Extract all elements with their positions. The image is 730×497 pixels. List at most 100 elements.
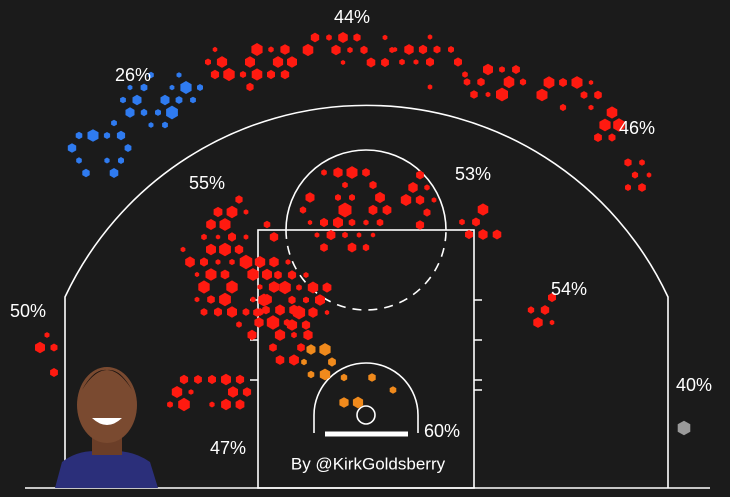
hex <box>169 84 175 91</box>
hex <box>340 373 348 382</box>
hex <box>303 296 309 304</box>
hex <box>44 332 50 338</box>
hex <box>321 169 327 176</box>
hex <box>180 246 186 253</box>
hex <box>275 304 285 316</box>
hex <box>503 75 515 89</box>
hex <box>213 206 223 218</box>
hex <box>363 219 369 226</box>
hex <box>375 191 385 204</box>
label-layer: 44% 26% 46% 55% 53% 50% 54% 47% 60% 40% <box>10 7 712 458</box>
hex <box>533 317 543 328</box>
hex <box>415 220 425 230</box>
hex <box>116 130 126 141</box>
hex <box>291 331 297 339</box>
hex <box>262 268 272 281</box>
hex <box>67 143 77 153</box>
hex <box>580 91 588 99</box>
hex <box>376 218 384 227</box>
hex <box>104 157 110 164</box>
hex <box>353 33 361 42</box>
hex <box>254 256 266 268</box>
hex <box>279 280 291 295</box>
hex <box>606 106 618 119</box>
hex <box>289 354 299 366</box>
hex <box>423 208 431 217</box>
hex <box>214 307 222 317</box>
hex-layer <box>35 32 691 436</box>
hex <box>274 270 282 280</box>
hex <box>245 56 255 68</box>
hex <box>477 203 489 216</box>
hex <box>499 66 505 73</box>
hex <box>346 166 358 179</box>
hex <box>289 304 299 316</box>
hex <box>307 370 315 379</box>
hex <box>283 318 291 327</box>
hex <box>155 109 161 116</box>
hex <box>87 129 99 142</box>
hex <box>221 398 231 411</box>
hex <box>235 399 245 410</box>
hex <box>512 65 520 74</box>
hex <box>246 82 254 92</box>
hex <box>180 81 192 94</box>
hex <box>360 45 368 55</box>
hex <box>303 329 313 341</box>
hex <box>588 104 594 111</box>
hex <box>608 133 616 142</box>
hex <box>235 374 245 385</box>
hex <box>404 44 414 55</box>
hex <box>201 233 207 241</box>
hex <box>646 172 652 178</box>
hex <box>228 232 236 242</box>
hex <box>226 280 238 294</box>
hex <box>328 357 336 367</box>
hex <box>559 78 567 87</box>
hex <box>306 344 316 355</box>
hex <box>624 158 632 167</box>
hex <box>254 317 264 328</box>
hex <box>382 34 388 41</box>
hex <box>188 389 194 395</box>
hex <box>519 78 527 86</box>
hex <box>228 386 238 398</box>
hex <box>362 243 370 252</box>
hex <box>263 220 271 229</box>
hex <box>200 257 208 267</box>
hex <box>459 218 465 226</box>
hex <box>250 296 256 303</box>
hex <box>162 121 168 129</box>
hex <box>190 96 196 104</box>
hex <box>287 270 297 280</box>
hex <box>239 254 253 270</box>
hex <box>478 229 488 240</box>
hex <box>206 243 216 256</box>
zone-label: 50% <box>10 301 46 321</box>
zone-label: 54% <box>551 279 587 299</box>
hex <box>368 373 376 382</box>
hex <box>320 217 328 228</box>
hex <box>418 44 428 55</box>
hex <box>302 43 314 57</box>
hex <box>297 343 305 352</box>
hex <box>366 57 376 68</box>
hex <box>448 46 454 53</box>
hex <box>82 168 90 178</box>
hex <box>235 195 243 204</box>
hex <box>571 76 583 89</box>
hex <box>322 282 332 293</box>
hex <box>243 234 249 240</box>
hex <box>171 386 183 398</box>
hex <box>179 374 189 385</box>
hex <box>389 386 397 394</box>
hex <box>320 243 328 252</box>
hex <box>194 296 200 303</box>
hex <box>285 259 291 265</box>
hex <box>280 69 290 80</box>
hex <box>124 144 132 152</box>
hex <box>335 194 341 201</box>
hex <box>370 232 376 238</box>
hex <box>194 271 200 278</box>
